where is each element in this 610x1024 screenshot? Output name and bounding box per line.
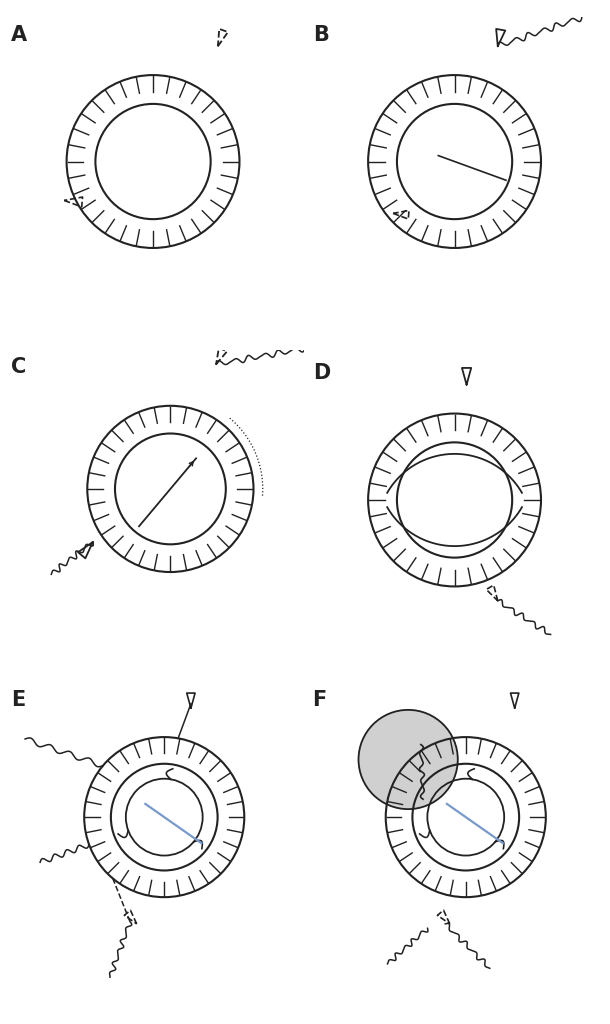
Text: C: C — [11, 357, 26, 377]
Text: F: F — [312, 690, 326, 711]
Text: A: A — [12, 25, 27, 45]
Text: D: D — [313, 364, 330, 383]
Text: E: E — [11, 690, 25, 711]
Circle shape — [359, 710, 458, 809]
Text: B: B — [313, 25, 329, 45]
